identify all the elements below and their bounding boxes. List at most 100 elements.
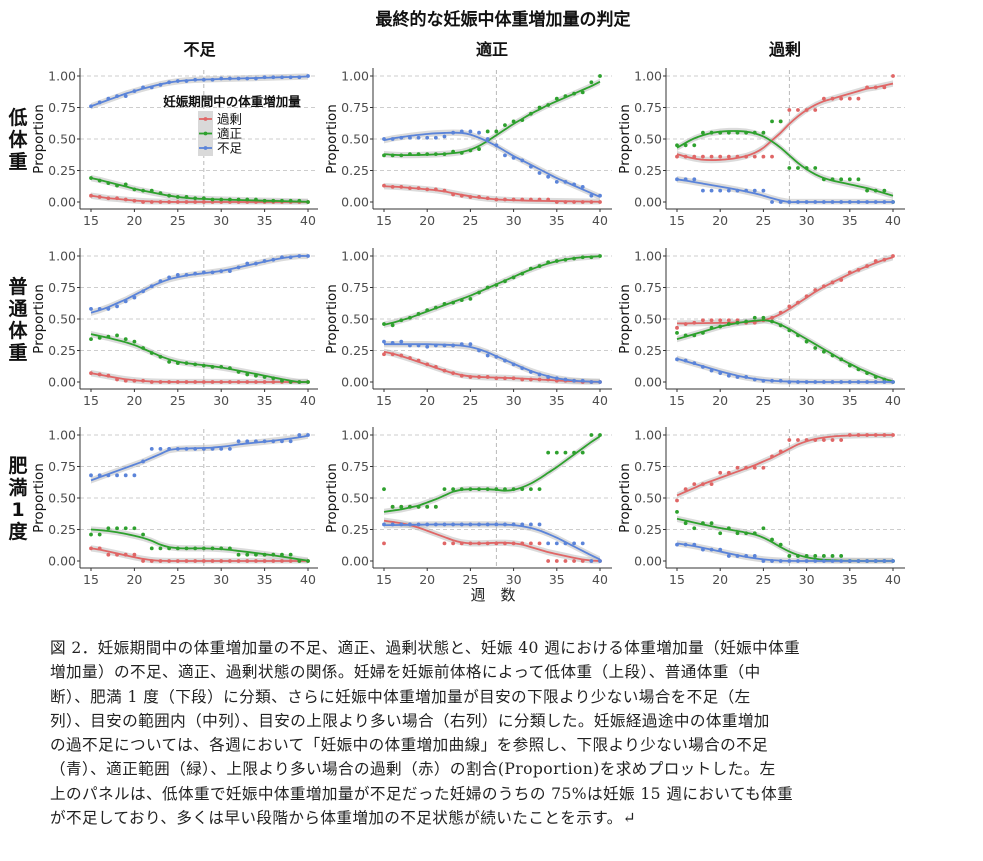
x-tick-label: 30 [799,213,815,228]
smooth-line-不足 [676,542,893,562]
data-point [546,541,551,546]
data-point [554,541,559,546]
y-tick-label: 0.00 [48,554,76,569]
y-tick-label: 0.75 [634,459,662,474]
x-tick-label: 35 [257,572,273,587]
confidence-band-適正 [677,515,893,564]
data-point [718,154,723,159]
data-point [839,438,844,442]
y-tick-label: 0.50 [48,132,76,147]
x-tick-label: 40 [592,393,608,408]
data-point [425,135,430,140]
data-point [158,546,163,551]
x-tick-label: 40 [592,572,608,587]
caption-line: 増加量）の不足、適正、過剰状態の関係。妊婦を妊娠前体格によって低体重（上段）、普… [50,663,761,682]
data-point [390,323,395,328]
data-point [752,315,757,320]
data-point [106,526,111,531]
data-point [123,94,128,99]
data-point [477,130,481,135]
legend-key-point [203,117,208,121]
data-point [770,200,774,204]
data-point [297,433,302,437]
data-point [726,154,731,159]
y-axis-label: Proportion [324,104,340,174]
data-point [847,96,852,101]
x-tick-label: 25 [755,572,771,587]
data-point [796,166,800,170]
legend-item: 適正 [199,126,242,141]
x-tick-label: 15 [669,393,685,408]
data-point [141,559,145,563]
y-tick-label: 0.50 [634,312,662,327]
data-point [236,439,241,444]
x-tick-label: 30 [799,393,815,408]
x-tick-label: 20 [712,572,728,587]
data-point [726,373,731,378]
data-point [787,108,792,112]
data-point [425,504,430,509]
data-point [382,352,386,357]
data-point [123,182,128,187]
panel-3-1: 0.00 0.25 0.50 0.75 1.00 15 20 25 30 35 40 Proporti… [31,427,318,587]
x-tick-label: 20 [712,213,728,228]
data-point [726,188,731,193]
data-point [123,526,128,531]
data-point [485,129,490,134]
x-tick-label: 35 [549,572,565,587]
data-point [537,522,542,527]
data-point [503,153,507,158]
data-point [236,552,241,557]
caption-line: （青）、適正範囲（緑）、上限より多い場合の過剰（赤）の割合(Proportion… [50,760,776,779]
data-point [598,74,602,78]
data-point [245,552,250,557]
data-point [813,554,818,558]
data-point [726,554,731,558]
smooth-line-不足 [90,255,309,314]
smooth-line-過剰 [90,372,308,383]
smooth-line-過剰 [676,434,893,497]
data-point [830,438,835,442]
data-point [149,446,154,451]
data-point [89,532,93,537]
data-point [675,330,679,335]
legend-key-point [203,146,208,150]
x-tick-label: 30 [506,393,522,408]
data-point [839,96,844,101]
y-tick-label: 1.00 [48,69,76,84]
x-tick-label: 40 [300,572,316,587]
data-point [494,129,499,134]
smooth-line-不足 [383,343,601,383]
data-point [563,450,568,455]
y-axis-label: Proportion [324,284,340,354]
data-point [503,123,507,128]
data-point [709,154,714,159]
data-point [770,537,774,542]
data-point [718,188,723,193]
data-point [554,450,559,455]
y-axis-label: Proportion [31,104,47,174]
data-point [761,154,766,159]
y-tick-label: 1.00 [634,428,662,443]
data-point [847,177,852,182]
x-tick-label: 30 [213,393,229,408]
panel-3-2: 0.00 0.25 0.50 0.75 1.00 15 20 25 30 35 40 Proporti… [324,427,612,587]
x-tick-label: 35 [257,213,273,228]
data-point [787,166,792,170]
y-tick-label: 0.75 [341,280,369,295]
data-point [382,487,386,492]
data-point [132,339,137,344]
x-axis-label: 週 数 [470,586,515,604]
y-tick-label: 0.50 [634,132,662,147]
data-point [683,487,688,492]
data-point [123,473,128,478]
smooth-line-不足 [383,131,601,198]
data-point [882,188,887,193]
column-title: 不足 [183,40,216,59]
panel-3-3: 0.00 0.25 0.50 0.75 1.00 15 20 25 30 35 40 Proporti… [617,427,905,587]
smooth-line-適正 [676,517,893,562]
data-point [761,465,766,470]
smooth-line-適正 [383,435,601,513]
caption-line: 断）、肥満 1 度（下段）に分類、さらに妊娠中体重増加量が目安の下限より少ない場… [50,687,751,706]
data-point [572,559,576,563]
